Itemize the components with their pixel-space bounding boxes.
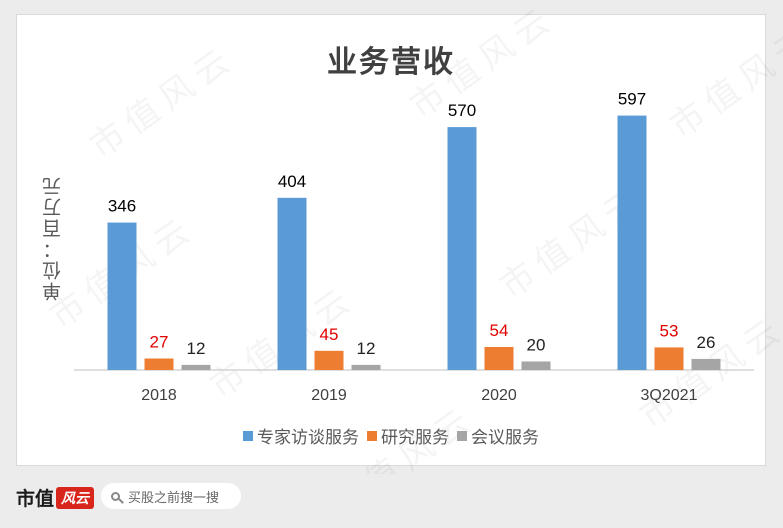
chart-card: 市值风云市值风云市值风云市值风云市值风云市值风云市值风云市值风云 业务营收 单位… xyxy=(16,0,783,527)
x-tick-label: 3Q2021 xyxy=(641,387,698,404)
legend-item: 研究服务 xyxy=(367,423,449,448)
brand-main-text: 市值 xyxy=(16,488,55,510)
data-label: 45 xyxy=(320,325,339,344)
brand-accent-text: 风云 xyxy=(56,487,95,509)
bar xyxy=(181,364,211,370)
legend-swatch xyxy=(457,430,467,441)
legend-item: 专家访谈服务 xyxy=(243,423,359,448)
brand-logo: 市值 风云 xyxy=(16,484,95,511)
bar xyxy=(144,358,174,370)
data-label: 12 xyxy=(187,339,206,358)
data-label: 597 xyxy=(618,90,646,109)
data-label: 12 xyxy=(357,339,376,358)
search-icon xyxy=(111,491,120,501)
data-label: 570 xyxy=(448,101,476,120)
legend-item: 会议服务 xyxy=(457,423,539,448)
x-tick-label: 2019 xyxy=(311,387,347,404)
bar xyxy=(314,350,344,370)
bar xyxy=(654,347,684,370)
bar xyxy=(617,115,647,370)
bar xyxy=(484,346,514,370)
search-box[interactable]: 买股之前搜一搜 xyxy=(101,483,241,509)
bar xyxy=(691,358,721,370)
data-label: 404 xyxy=(278,172,306,191)
data-label: 54 xyxy=(490,321,509,340)
bar xyxy=(447,127,477,370)
chart-legend: 专家访谈服务 研究服务 会议服务 xyxy=(17,423,765,448)
legend-swatch xyxy=(367,430,377,441)
legend-label: 研究服务 xyxy=(381,428,449,448)
footer-bar: 市值 风云 买股之前搜一搜 xyxy=(0,474,783,522)
bar xyxy=(521,361,551,370)
x-tick-label: 2018 xyxy=(141,387,177,404)
legend-label: 会议服务 xyxy=(471,428,539,448)
legend-swatch xyxy=(243,430,253,441)
data-label: 20 xyxy=(527,335,546,354)
bar xyxy=(351,364,381,370)
data-label: 27 xyxy=(150,332,169,351)
bar xyxy=(107,222,137,370)
data-label: 26 xyxy=(697,333,716,352)
data-label: 346 xyxy=(108,197,136,216)
legend-label: 专家访谈服务 xyxy=(257,428,359,448)
search-placeholder: 买股之前搜一搜 xyxy=(128,490,220,506)
chart-title: 业务营收 xyxy=(327,45,455,80)
bar xyxy=(277,197,307,370)
x-tick-label: 2020 xyxy=(481,387,517,404)
data-label: 53 xyxy=(660,321,679,340)
